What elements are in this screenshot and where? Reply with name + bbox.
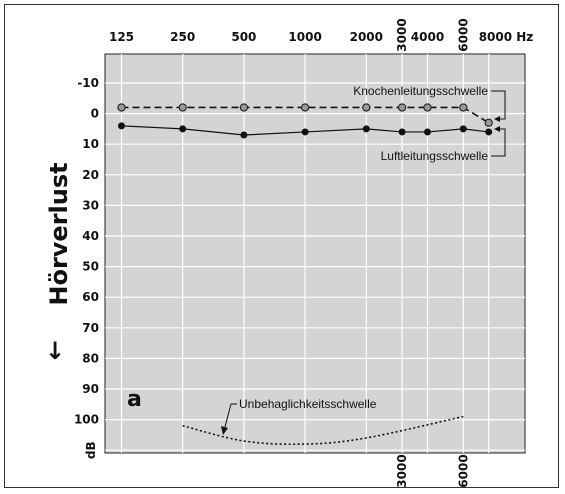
data-point bbox=[118, 122, 125, 130]
series-2 bbox=[118, 122, 493, 139]
leader-line bbox=[224, 403, 237, 428]
data-point bbox=[301, 128, 309, 136]
leader-line bbox=[491, 128, 506, 157]
y-tick-label: 40 bbox=[82, 229, 99, 243]
y-tick-label: 0 bbox=[91, 107, 99, 121]
x-tick-label: 3000 bbox=[395, 18, 409, 51]
data-point bbox=[362, 103, 371, 112]
plot-background bbox=[104, 53, 526, 454]
leader-arrow bbox=[221, 426, 228, 435]
leader-arrow bbox=[494, 126, 500, 132]
y-tick-label: 50 bbox=[82, 260, 99, 274]
x-tick-label-bottom: 3000 bbox=[395, 454, 409, 487]
leader-line bbox=[491, 90, 506, 120]
data-point bbox=[239, 103, 248, 112]
y-tick-label: 80 bbox=[82, 351, 99, 365]
x-tick-label: 2000 bbox=[350, 30, 383, 44]
y-tick-label: dB bbox=[84, 441, 98, 459]
figure-frame: 125 250 500 1000 2000 3000 4000 6000 8000 Hz 300… bbox=[4, 4, 559, 488]
y-tick-label: 30 bbox=[82, 198, 99, 212]
x-tick-labels: 125 250 500 1000 2000 3000 4000 6000 8000 Hz bbox=[109, 18, 533, 51]
annotations: Knochenleitungsschwelle Luftleitungsschwe… bbox=[221, 84, 506, 435]
data-point bbox=[397, 103, 407, 112]
x-tick-label: 500 bbox=[231, 30, 256, 44]
data-point bbox=[240, 131, 248, 139]
y-axis-label: Hörverlust bbox=[45, 162, 73, 305]
series-group bbox=[117, 103, 493, 446]
data-point bbox=[362, 125, 370, 133]
y-tick-label: 60 bbox=[82, 290, 99, 304]
data-point bbox=[484, 118, 493, 127]
x-tick-label: 6000 bbox=[456, 18, 470, 51]
data-point bbox=[485, 128, 493, 136]
data-point bbox=[459, 103, 468, 112]
series-label-discomfort: Unbehaglichkeitsschwelle bbox=[239, 397, 377, 411]
x-tick-label-bottom: 6000 bbox=[456, 454, 470, 487]
audiogram-chart: 125 250 500 1000 2000 3000 4000 6000 8000 Hz 300… bbox=[45, 18, 533, 487]
series-1 bbox=[117, 103, 493, 127]
x-tick-labels-bottom: 3000 6000 bbox=[395, 454, 470, 487]
series-3 bbox=[182, 415, 464, 446]
data-point bbox=[179, 125, 187, 133]
series-line bbox=[182, 415, 464, 446]
y-tick-label: 100 bbox=[74, 413, 99, 427]
x-tick-label: 125 bbox=[109, 30, 134, 44]
series-label-bone: Knochenleitungsschwelle bbox=[353, 84, 488, 98]
data-point bbox=[301, 103, 310, 112]
data-point bbox=[178, 103, 187, 112]
data-point bbox=[398, 128, 406, 136]
y-axis-arrow: ↓ bbox=[45, 337, 65, 365]
x-tick-label: 4000 bbox=[411, 30, 444, 44]
x-tick-label: 1000 bbox=[288, 30, 321, 44]
panel-label: a bbox=[127, 387, 142, 412]
y-tick-label: -10 bbox=[77, 76, 99, 90]
data-point bbox=[459, 125, 467, 133]
y-tick-label: 90 bbox=[82, 382, 99, 396]
y-tick-label: 10 bbox=[82, 137, 99, 151]
data-point bbox=[423, 103, 432, 112]
x-tick-label: 250 bbox=[170, 30, 195, 44]
y-tick-label: 70 bbox=[82, 321, 99, 335]
y-tick-labels: -10 0 10 20 30 40 50 60 70 80 90 100 dB bbox=[74, 76, 99, 459]
data-point bbox=[117, 103, 126, 112]
leader-arrow bbox=[494, 116, 500, 122]
x-tick-label: 8000 Hz bbox=[479, 30, 534, 44]
data-point bbox=[424, 128, 431, 136]
y-tick-label: 20 bbox=[82, 168, 99, 182]
series-label-air: Luftleitungsschwelle bbox=[381, 149, 489, 163]
